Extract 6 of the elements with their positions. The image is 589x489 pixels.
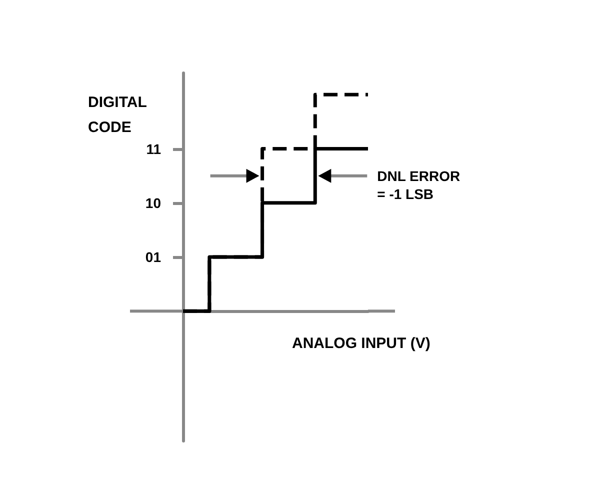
text: 01	[145, 249, 162, 265]
y-axis-title: DIGITAL CODE	[88, 94, 147, 136]
text: DNL ERROR = -1 LSB	[377, 168, 460, 202]
x-axis-title: ANALOG INPUT (V)	[292, 335, 430, 352]
text: 10	[145, 194, 162, 211]
text: 11	[146, 140, 162, 157]
